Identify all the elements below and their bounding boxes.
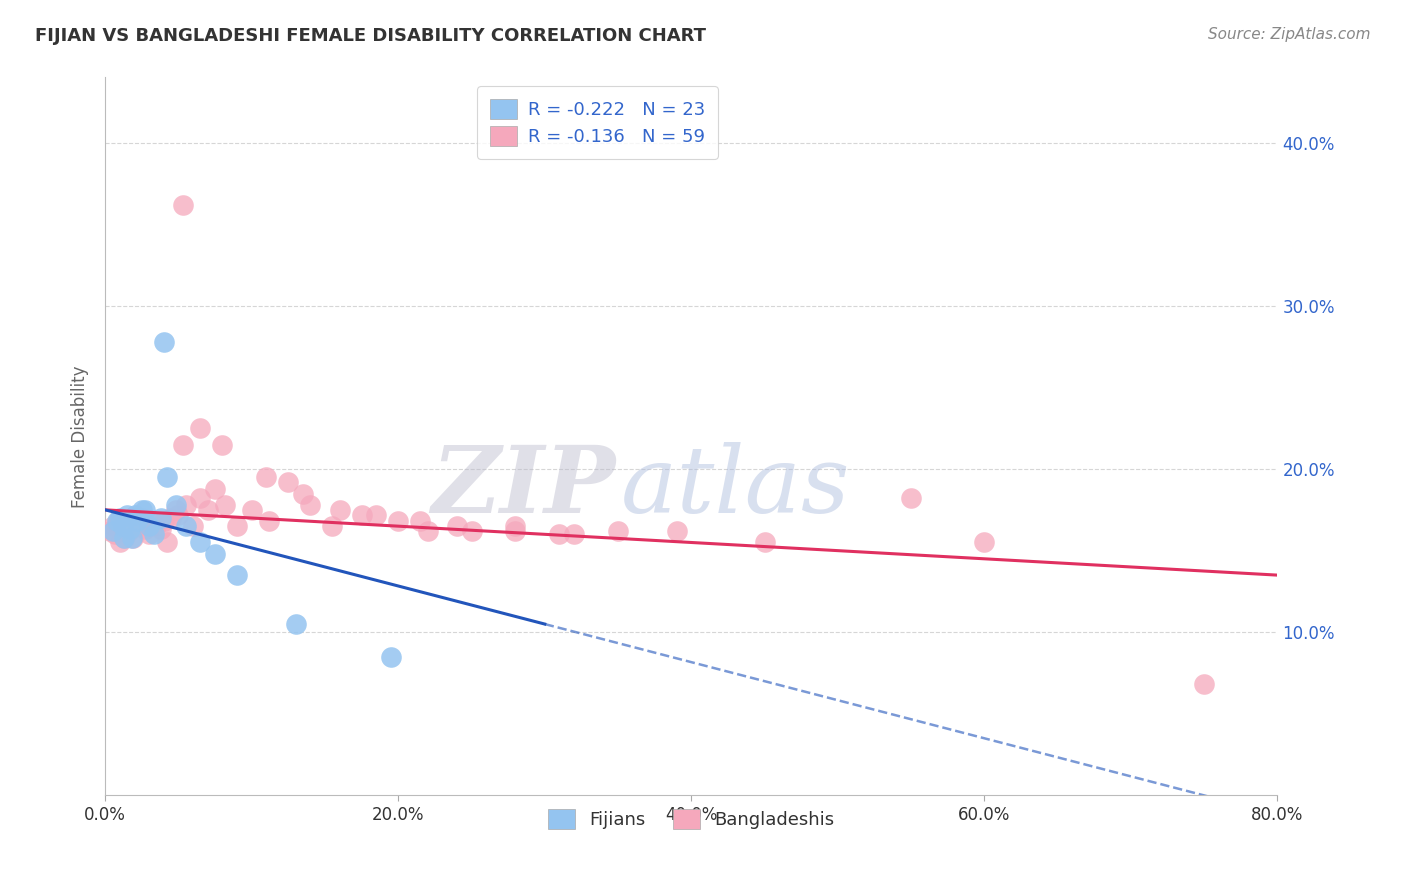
Point [156,470,179,484]
Point [562,527,585,541]
Point [153,514,176,528]
Point [172,198,194,212]
Point [118,524,141,538]
Point [111,524,134,538]
Point [181,519,204,533]
Point [446,519,468,533]
Point [366,508,388,522]
Point [121,531,143,545]
Point [1192,677,1215,691]
Point [190,491,212,506]
Point [124,508,146,522]
Point [108,535,131,549]
Point [607,524,630,538]
Point [111,519,134,533]
Point [211,437,233,451]
Point [259,514,281,528]
Point [160,511,183,525]
Point [174,519,197,533]
Point [973,535,995,549]
Point [900,491,922,506]
Point [214,498,236,512]
Point [204,482,226,496]
Text: ZIP: ZIP [430,442,614,532]
Point [142,527,165,541]
Point [115,508,138,522]
Point [104,527,127,541]
Point [190,535,212,549]
Point [138,527,160,541]
Text: Source: ZipAtlas.com: Source: ZipAtlas.com [1208,27,1371,42]
Point [165,503,187,517]
Point [754,535,776,549]
Point [145,519,167,533]
Point [460,524,482,538]
Point [416,524,439,538]
Point [240,503,263,517]
Point [172,437,194,451]
Point [121,514,143,528]
Point [112,531,135,545]
Point [141,514,163,528]
Point [321,519,343,533]
Point [149,511,172,525]
Point [131,511,153,525]
Point [98,524,121,538]
Point [134,523,156,537]
Point [409,514,432,528]
Point [165,498,187,512]
Point [101,524,124,538]
Point [505,524,527,538]
Point [254,470,277,484]
Text: FIJIAN VS BANGLADESHI FEMALE DISABILITY CORRELATION CHART: FIJIAN VS BANGLADESHI FEMALE DISABILITY … [35,27,706,45]
Point [128,519,150,533]
Point [387,514,409,528]
Point [138,519,160,533]
Point [299,498,322,512]
Text: atlas: atlas [621,442,851,532]
Point [122,531,145,545]
Point [226,519,249,533]
Point [167,508,190,522]
Point [107,514,129,528]
Point [174,498,197,512]
Point [284,617,307,632]
Point [505,519,527,533]
Point [134,503,156,517]
Point [350,508,373,522]
Point [292,486,315,500]
Legend: Fijians, Bangladeshis: Fijians, Bangladeshis [534,795,849,844]
Point [115,519,138,533]
Point [108,511,131,525]
Y-axis label: Female Disability: Female Disability [72,365,89,508]
Point [156,535,179,549]
Point [112,531,135,545]
Point [197,503,219,517]
Point [329,503,352,517]
Point [105,514,128,528]
Point [226,568,249,582]
Point [380,649,402,664]
Point [125,511,148,525]
Point [548,527,571,541]
Point [131,503,153,517]
Point [277,475,299,489]
Point [665,524,688,538]
Point [120,523,142,537]
Point [127,514,149,528]
Point [204,547,226,561]
Point [101,519,124,533]
Point [153,334,176,349]
Point [190,421,212,435]
Point [149,523,172,537]
